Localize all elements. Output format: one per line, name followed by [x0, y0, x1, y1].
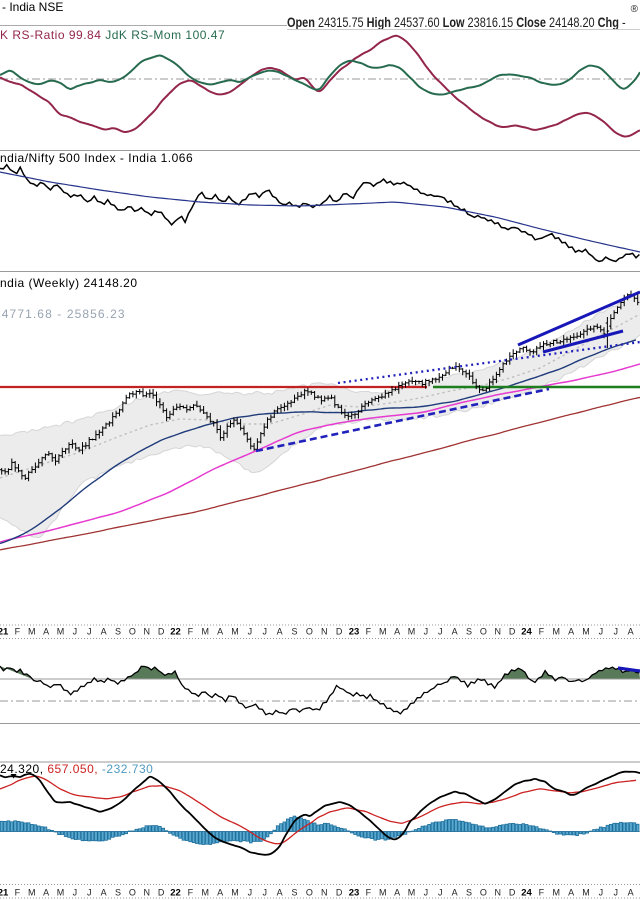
svg-text:M: M	[28, 627, 36, 637]
svg-text:A: A	[628, 627, 634, 637]
svg-text:A: A	[101, 888, 107, 898]
svg-text:J: J	[614, 888, 619, 898]
svg-text:F: F	[15, 627, 21, 637]
svg-text:D: D	[336, 888, 343, 898]
svg-text:24: 24	[521, 627, 532, 638]
svg-text:F: F	[15, 888, 21, 898]
svg-text:J: J	[248, 627, 253, 637]
svg-text:O: O	[129, 888, 136, 898]
svg-text:J: J	[424, 888, 429, 898]
svg-text:D: D	[509, 627, 516, 637]
svg-text:D: D	[158, 888, 165, 898]
svg-text:J: J	[248, 888, 253, 898]
svg-text:F: F	[539, 888, 545, 898]
svg-text:M: M	[28, 888, 36, 898]
svg-text:J: J	[87, 888, 92, 898]
svg-text:O: O	[306, 627, 313, 637]
svg-text:21: 21	[0, 627, 9, 638]
svg-text:J: J	[614, 627, 619, 637]
svg-text:S: S	[115, 888, 121, 898]
svg-text:A: A	[43, 888, 49, 898]
svg-text:A: A	[394, 627, 400, 637]
svg-text:A: A	[568, 627, 574, 637]
svg-text:A: A	[277, 888, 283, 898]
svg-text:N: N	[321, 627, 328, 637]
svg-text:A: A	[394, 888, 400, 898]
svg-text:A: A	[217, 888, 223, 898]
svg-text:A: A	[43, 627, 49, 637]
svg-text:N: N	[495, 888, 502, 898]
svg-text:J: J	[424, 627, 429, 637]
svg-text:M: M	[552, 888, 560, 898]
svg-text:F: F	[539, 627, 545, 637]
svg-text:S: S	[291, 888, 297, 898]
svg-text:M: M	[231, 627, 239, 637]
svg-text:N: N	[144, 888, 151, 898]
svg-text:21: 21	[0, 888, 9, 899]
svg-text:M: M	[379, 888, 387, 898]
svg-text:J: J	[599, 627, 604, 637]
svg-text:M: M	[408, 888, 416, 898]
svg-text:22: 22	[170, 627, 181, 638]
svg-text:M: M	[201, 888, 209, 898]
svg-text:M: M	[582, 627, 590, 637]
svg-text:S: S	[291, 627, 297, 637]
svg-text:A: A	[452, 627, 458, 637]
svg-text:M: M	[231, 888, 239, 898]
svg-text:A: A	[628, 888, 634, 898]
svg-text:J: J	[438, 888, 443, 898]
svg-text:23: 23	[349, 627, 360, 638]
svg-text:J: J	[73, 888, 78, 898]
svg-text:M: M	[379, 627, 387, 637]
svg-text:A: A	[217, 627, 223, 637]
svg-text:M: M	[57, 888, 65, 898]
svg-text:F: F	[188, 627, 194, 637]
svg-text:M: M	[201, 627, 209, 637]
svg-text:D: D	[158, 627, 165, 637]
svg-text:23: 23	[349, 888, 360, 899]
svg-text:S: S	[466, 627, 472, 637]
svg-text:D: D	[336, 627, 343, 637]
svg-text:J: J	[438, 627, 443, 637]
svg-text:S: S	[115, 627, 121, 637]
svg-text:D: D	[509, 888, 516, 898]
svg-text:N: N	[321, 888, 328, 898]
svg-text:22: 22	[170, 888, 181, 899]
svg-text:O: O	[306, 888, 313, 898]
svg-text:J: J	[263, 627, 268, 637]
svg-text:A: A	[277, 627, 283, 637]
svg-text:N: N	[144, 627, 151, 637]
svg-text:M: M	[57, 627, 65, 637]
svg-text:S: S	[466, 888, 472, 898]
svg-text:M: M	[582, 888, 590, 898]
svg-text:M: M	[408, 627, 416, 637]
svg-text:O: O	[480, 888, 487, 898]
svg-text:N: N	[495, 627, 502, 637]
svg-text:J: J	[87, 627, 92, 637]
svg-text:A: A	[568, 888, 574, 898]
svg-text:24: 24	[521, 888, 532, 899]
svg-text:M: M	[552, 627, 560, 637]
svg-text:J: J	[599, 888, 604, 898]
svg-text:F: F	[188, 888, 194, 898]
svg-text:J: J	[73, 627, 78, 637]
svg-text:F: F	[366, 627, 372, 637]
svg-text:O: O	[480, 627, 487, 637]
svg-text:A: A	[452, 888, 458, 898]
svg-text:J: J	[263, 888, 268, 898]
svg-text:O: O	[129, 627, 136, 637]
svg-text:A: A	[101, 627, 107, 637]
svg-text:F: F	[366, 888, 372, 898]
